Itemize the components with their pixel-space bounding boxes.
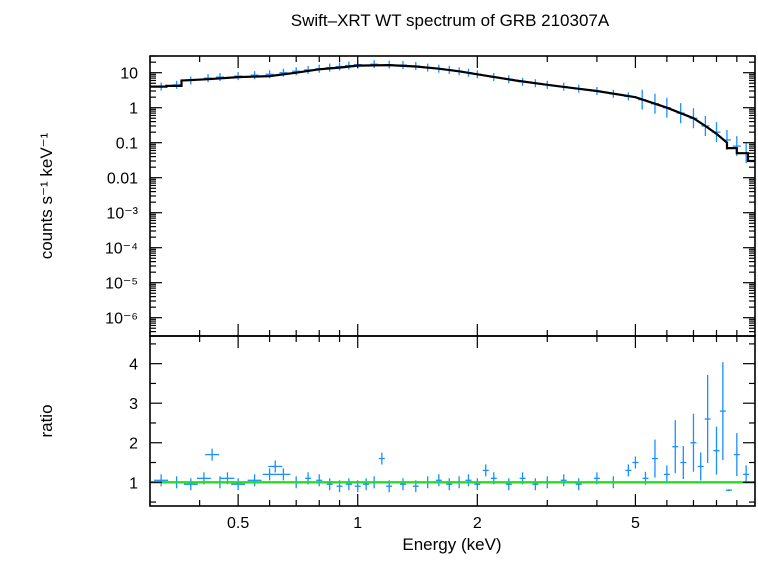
ratio-data-point: [651, 439, 658, 478]
ratio-data-point: [474, 478, 481, 491]
ratio-data-point: [690, 413, 697, 472]
ratio-data-point: [231, 478, 246, 491]
ratio-data-point: [154, 474, 169, 487]
spectrum-data-point: [250, 71, 259, 80]
x-tick-label: 5: [631, 515, 640, 532]
ratio-data-point: [378, 452, 385, 465]
ratio-data-point: [205, 448, 220, 461]
ratio-data-point: [672, 420, 679, 474]
ratio-data-point: [725, 489, 732, 492]
ratio-data-point: [743, 465, 750, 484]
spectrum-y-tick-label: 0.1: [116, 136, 138, 153]
tick-labels-group: 0.5 1 2 5 10 1 0.1 0.01 10⁻³ 10⁻⁴ 10⁻⁵ 10⁻⁶ 1 2 3 4: [105, 66, 640, 532]
ratio-data-point: [560, 474, 567, 487]
ratio-data-point: [680, 446, 687, 480]
ratio-data-point: [505, 478, 512, 491]
spectrum-panel-frame: [149, 55, 756, 337]
chart-title: Swift–XRT WT spectrum of GRB 210307A: [291, 11, 610, 30]
ratio-data-point: [625, 464, 632, 477]
ratio-data-point: [276, 468, 291, 481]
spectrum-y-tick-label: 10: [120, 66, 138, 83]
ratio-data-point: [247, 474, 262, 487]
x-axis-label: Energy (keV): [402, 535, 501, 554]
ratio-data-point: [482, 464, 489, 477]
spectrum-data-group: [157, 60, 751, 164]
spectrum-model-group: [150, 63, 755, 163]
x-tick-label: 0.5: [227, 515, 249, 532]
spectrum-model-line: [150, 63, 755, 163]
ratio-data-point: [713, 426, 720, 475]
ratio-data-point: [465, 474, 472, 487]
ratio-data-point: [719, 362, 726, 461]
ratio-data-point: [345, 478, 352, 491]
axis-ticks-group: [149, 55, 755, 506]
ratio-data-point: [183, 478, 198, 491]
ratio-data-point: [697, 452, 704, 481]
spectrum-y-tick-label: 0.01: [107, 171, 138, 188]
ratio-y-tick-label: 2: [129, 436, 138, 453]
ratio-y-axis-label: ratio: [37, 404, 56, 437]
ratio-data-point: [326, 478, 333, 491]
ratio-data-point: [268, 460, 283, 473]
ratio-data-point: [663, 465, 670, 484]
ratio-data-point: [532, 478, 539, 491]
ratio-data-point: [363, 478, 370, 491]
ratio-data-point: [399, 478, 406, 491]
ratio-data-point: [435, 474, 442, 487]
ratio-data-point: [262, 468, 277, 481]
ratio-data-point: [316, 474, 323, 487]
x-tick-label: 2: [473, 515, 482, 532]
ratio-panel-frame: [149, 335, 756, 507]
ratio-data-point: [632, 456, 639, 469]
ratio-y-tick-label: 1: [129, 475, 138, 492]
x-tick-label: 1: [353, 515, 362, 532]
ratio-y-tick-label: 3: [129, 396, 138, 413]
spectrum-y-tick-label: 10⁻³: [106, 206, 138, 223]
ratio-data-point: [446, 478, 453, 491]
spectrum-y-axis-label: counts s⁻¹ keV⁻¹: [37, 132, 56, 259]
ratio-data-point: [575, 478, 582, 491]
ratio-y-tick-label: 4: [129, 357, 138, 374]
spectrum-y-tick-label: 10⁻⁴: [105, 241, 138, 258]
spectrum-y-tick-label: 10⁻⁶: [105, 311, 138, 328]
spectrum-y-tick-label: 1: [129, 101, 138, 118]
spectrum-y-tick-label: 10⁻⁵: [105, 276, 138, 293]
ratio-data-point: [733, 433, 740, 477]
ratio-data-point: [704, 375, 711, 464]
spectrum-data-point: [215, 73, 224, 82]
ratio-data-group: [154, 362, 750, 493]
spectrum-data-point: [370, 60, 379, 69]
